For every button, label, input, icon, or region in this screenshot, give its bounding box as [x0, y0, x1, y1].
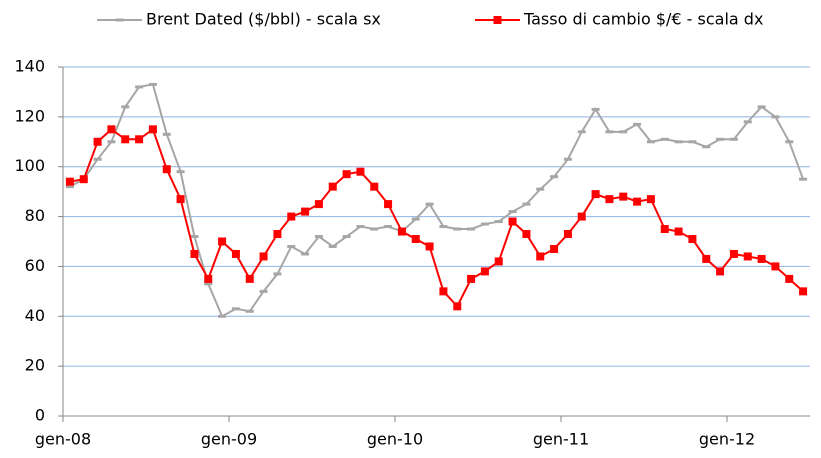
marker: [508, 217, 517, 226]
marker: [162, 165, 171, 174]
marker: [148, 125, 157, 134]
legend-marker: [493, 16, 502, 24]
marker: [93, 137, 102, 146]
marker: [231, 249, 240, 258]
marker: [633, 197, 642, 206]
marker: [287, 212, 296, 221]
series-line: [69, 127, 804, 309]
marker: [660, 225, 669, 234]
marker: [729, 249, 738, 258]
marker: [439, 287, 448, 296]
marker: [370, 182, 379, 191]
marker: [619, 192, 628, 201]
marker: [79, 175, 88, 184]
marker: [190, 249, 199, 258]
marker: [204, 274, 213, 283]
marker: [397, 227, 406, 236]
marker: [743, 252, 752, 261]
marker: [550, 244, 559, 253]
marker: [702, 254, 711, 263]
x-tick-label: gen-08: [35, 430, 91, 449]
marker: [591, 190, 600, 199]
marker: [411, 235, 420, 244]
legend-label: Brent Dated ($/bbl) - scala sx: [146, 10, 381, 29]
marker: [356, 167, 365, 176]
marker: [245, 274, 254, 283]
marker: [646, 195, 655, 204]
marker: [799, 287, 808, 296]
marker: [218, 237, 227, 246]
x-tick-label: gen-09: [201, 430, 257, 449]
marker: [273, 230, 282, 239]
marker: [716, 267, 725, 276]
marker: [384, 200, 393, 209]
marker: [425, 242, 434, 251]
marker: [259, 252, 268, 261]
y-tick-label: 60: [25, 256, 45, 275]
marker: [135, 135, 144, 144]
marker: [314, 200, 323, 209]
marker: [65, 177, 74, 186]
marker: [301, 207, 310, 216]
x-tick-label: gen-11: [533, 430, 589, 449]
marker: [688, 235, 697, 244]
y-tick-label: 20: [25, 356, 45, 375]
x-tick-label: gen-10: [367, 430, 423, 449]
marker: [467, 274, 476, 283]
marker: [176, 195, 185, 204]
marker: [328, 182, 337, 191]
marker: [563, 230, 572, 239]
legend-label: Tasso di cambio $/€ - scala dx: [523, 10, 763, 29]
marker: [771, 262, 780, 271]
marker: [522, 230, 531, 239]
marker: [453, 302, 462, 311]
marker: [577, 212, 586, 221]
marker: [674, 227, 683, 236]
marker: [121, 135, 130, 144]
marker: [536, 252, 545, 261]
marker: [605, 195, 614, 204]
marker: [480, 267, 489, 276]
marker: [757, 254, 766, 263]
x-tick-label: gen-12: [699, 430, 755, 449]
y-tick-label: 0: [35, 406, 45, 425]
y-tick-label: 100: [14, 156, 45, 175]
marker: [342, 170, 351, 179]
marker: [107, 125, 116, 134]
y-tick-label: 40: [25, 306, 45, 325]
y-tick-label: 140: [14, 57, 45, 76]
y-tick-label: 120: [14, 106, 45, 125]
y-tick-label: 80: [25, 206, 45, 225]
marker: [494, 257, 503, 266]
marker: [785, 274, 794, 283]
